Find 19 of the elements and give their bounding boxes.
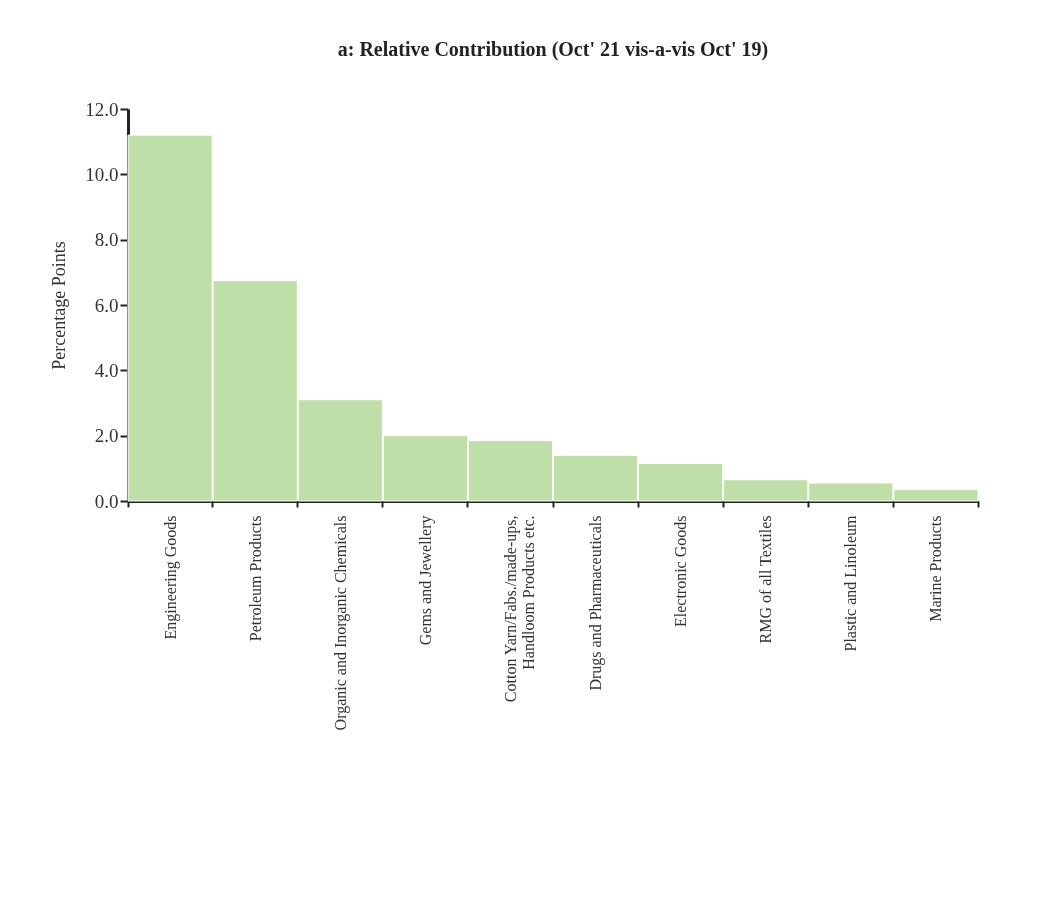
x-tick-label: Plastic and Linoleum — [842, 514, 860, 652]
y-tick-label: 4.0 — [94, 359, 119, 381]
x-tick-label: Cotton Yarn/Fabs./made-ups, Handloom Products etc. — [501, 515, 537, 703]
x-tick-label: Engineering Goods — [161, 515, 180, 640]
x-tick-label: Petroleum Products — [246, 515, 264, 642]
x-tick-label: RMG of all Textiles — [757, 515, 775, 644]
y-tick-label: 6.0 — [94, 294, 119, 316]
y-tick-label: 0.0 — [94, 490, 119, 512]
x-tick-label: Drugs and Pharmaceuticals — [587, 515, 606, 691]
y-tick-label: 8.0 — [94, 229, 119, 251]
y-axis-title: Percentage Points — [49, 241, 70, 370]
chart-title: a: Relative Contribution (Oct' 21 vis-a-vis Oct' 19) — [337, 38, 769, 61]
x-tick-label: Electronic Goods — [672, 515, 690, 628]
x-tick-label: Marine Products — [927, 515, 945, 622]
x-tick-label: Organic and Inorganic Chemicals — [331, 515, 350, 731]
y-tick-label: 10.0 — [85, 163, 119, 185]
x-tick-label: Gems and Jewellery — [416, 515, 435, 646]
y-tick-label: 2.0 — [94, 425, 119, 447]
y-tick-label: 12.0 — [85, 98, 119, 120]
